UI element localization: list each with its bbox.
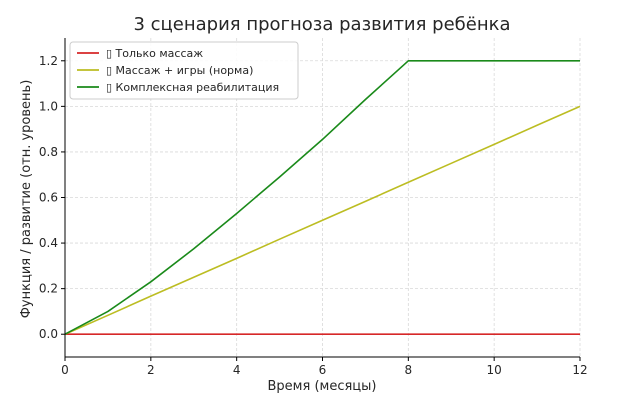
chart-title: 3 сценария прогноза развития ребёнка [133, 14, 510, 35]
legend-label-2: ▯ Массаж + игры (норма) [106, 64, 253, 77]
y-axis-label: Функция / развитие (отн. уровень) [19, 80, 34, 319]
y-tick-label: 0.0 [39, 327, 58, 341]
x-axis-label: Время (месяцы) [268, 379, 377, 394]
axes [61, 38, 581, 361]
legend-label-1: ▯ Только массаж [106, 47, 203, 60]
x-tick-label: 6 [319, 363, 327, 377]
legend-box [69, 41, 299, 100]
y-tick-label: 1.0 [39, 99, 58, 113]
series-line-2 [64, 105, 581, 335]
y-tick-label: 0.8 [39, 145, 58, 159]
y-tick-label: 0.2 [39, 282, 58, 296]
x-tick-label: 10 [487, 363, 502, 377]
legend-label-3: ▯ Комплексная реабилитация [106, 81, 279, 94]
y-tick-label: 1.2 [39, 54, 58, 68]
series-lines [64, 59, 581, 336]
x-tick-label: 12 [572, 363, 587, 377]
tick-labels: 0 2 4 6 8 10 12 0.0 0.2 0.4 0.6 0.8 1.0 1.2 [39, 54, 588, 377]
x-tick-label: 0 [61, 363, 69, 377]
x-tick-label: 2 [147, 363, 155, 377]
y-tick-label: 0.4 [39, 236, 58, 250]
y-tick-label: 0.6 [39, 191, 58, 205]
legend: ▯ Только массаж ▯ Массаж + игры (норма) ▯ … [69, 41, 299, 100]
series-line-3 [64, 59, 580, 335]
x-tick-label: 8 [405, 363, 413, 377]
x-tick-label: 4 [233, 363, 241, 377]
